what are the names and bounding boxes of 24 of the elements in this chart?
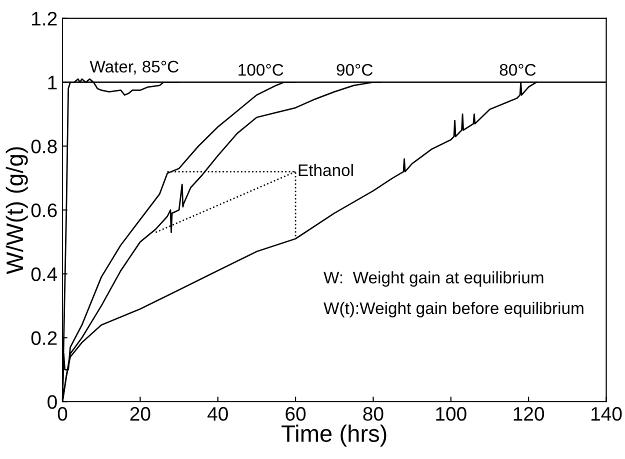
y-tick-label: 1 [48,76,57,90]
annotation: Ethanol [298,164,353,176]
x-tick-label: 0 [58,407,68,421]
annotation: W(t):Weight gain before equilibrium [324,302,584,318]
y-tick-label: 1.2 [32,12,57,26]
annotation: Water, 85°C [90,60,178,75]
annotation: 80°C [500,64,536,76]
y-tick-label: 0.4 [31,267,58,282]
y-tick-label: 0.6 [31,203,57,218]
y-axis-title: W/W(t) (g/g) [6,147,28,274]
x-axis-title: Time (hrs) [282,424,386,447]
x-tick-label: 20 [130,407,150,421]
x-tick-label: 100 [436,407,466,421]
y-tick-label: 0 [48,395,57,409]
x-tick-label: 40 [207,407,228,421]
y-tick-label: 0.8 [31,140,57,154]
x-tick-label: 140 [592,407,622,421]
x-tick-label: 120 [514,407,544,421]
x-tick-label: 80 [363,407,384,421]
annotation: W: Weight gain at equilibrium [324,271,544,287]
annotation: 90°C [336,64,373,76]
annotation: 100°C [238,64,284,76]
y-tick-label: 0.2 [31,331,57,345]
x-tick-label: 60 [286,407,306,421]
